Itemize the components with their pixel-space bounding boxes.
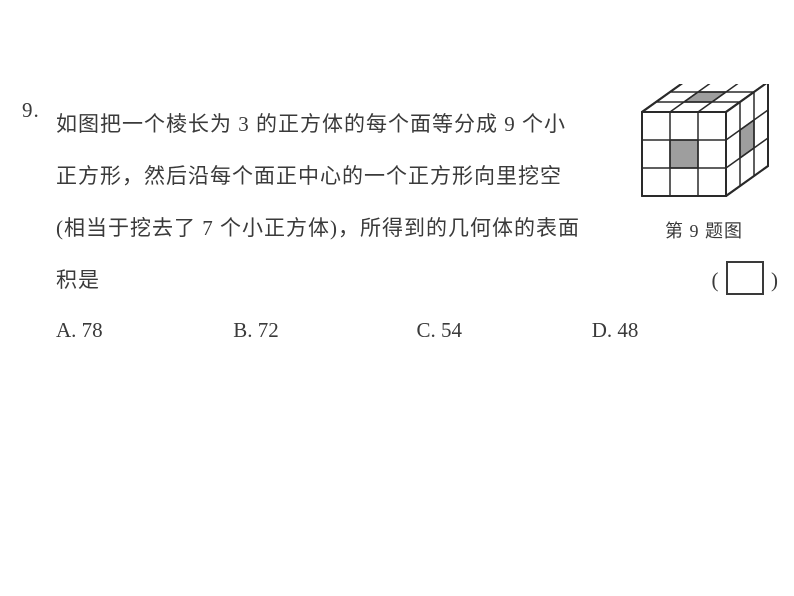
option-a[interactable]: A. 78 [56,318,228,343]
option-b[interactable]: B. 72 [233,318,411,343]
question-text: 如图把一个棱长为 3 的正方体的每个面等分成 9 个小 正方形，然后沿每个面正中… [56,98,616,306]
answer-blank-box[interactable] [726,261,764,295]
option-c[interactable]: C. 54 [417,318,587,343]
cube-diagram [636,84,772,204]
question-line-2: 正方形，然后沿每个面正中心的一个正方形向里挖空 [56,150,616,202]
question-line-3: (相当于挖去了 7 个小正方体)，所得到的几何体的表面 [56,202,616,254]
question-line-1: 如图把一个棱长为 3 的正方体的每个面等分成 9 个小 [56,98,616,150]
figure-caption: 第 9 题图 [634,217,774,243]
paren-right: ) [771,268,778,292]
question-line-4: 积是 [56,254,616,306]
figure: 第 9 题图 [634,84,774,243]
answer-parentheses: ( ) [712,261,779,295]
page: 9. 如图把一个棱长为 3 的正方体的每个面等分成 9 个小 正方形，然后沿每个… [0,0,794,596]
paren-left: ( [712,268,719,292]
option-d[interactable]: D. 48 [592,318,639,343]
question-number: 9. [22,98,40,123]
options-row: A. 78 B. 72 C. 54 D. 48 [56,318,756,343]
